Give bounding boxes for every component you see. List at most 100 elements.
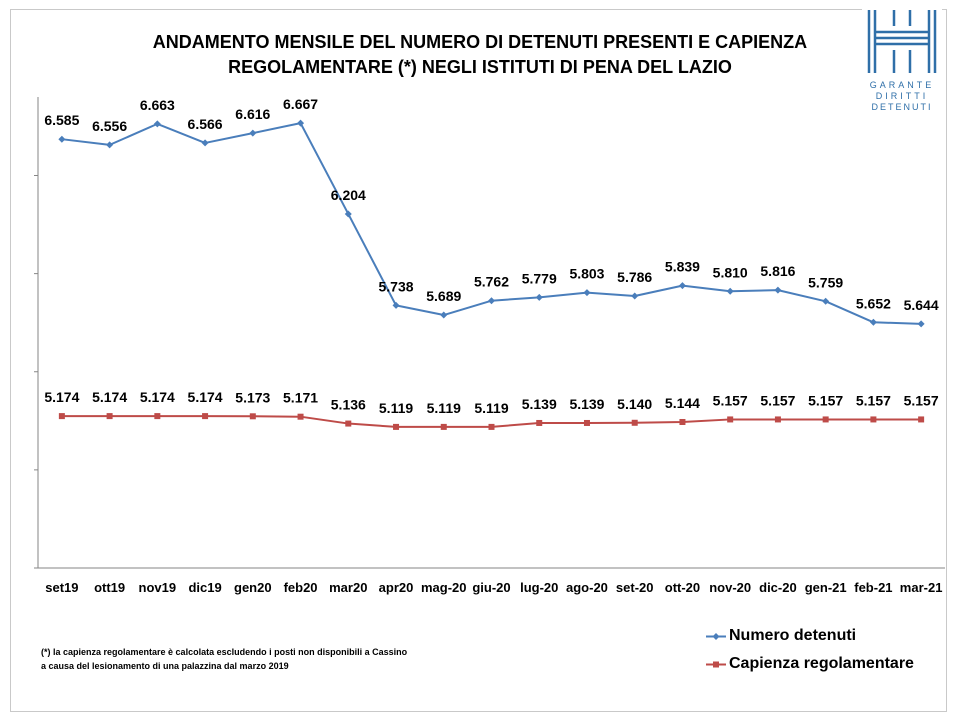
legend-item-detenuti: Numero detenuti xyxy=(706,622,914,650)
data-point-2 xyxy=(536,419,543,426)
data-point-2 xyxy=(918,416,925,423)
data-point-2 xyxy=(870,416,877,423)
data-point-1 xyxy=(344,210,352,218)
data-point-2 xyxy=(488,423,495,430)
footnote: (*) la capienza regolamentare è calcolat… xyxy=(41,645,407,673)
x-tick-label: set19 xyxy=(45,580,78,595)
data-point-2 xyxy=(679,418,686,425)
logo-text-1: GARANTE xyxy=(870,80,935,90)
data-label-1: 5.816 xyxy=(760,263,795,279)
footnote-line-2: a causa del lesionamento di una palazzin… xyxy=(41,661,289,671)
x-tick-label: mag-20 xyxy=(421,580,467,595)
logo-text-3: DETENUTI xyxy=(872,102,933,112)
logo-text-2: DIRITTI xyxy=(876,91,929,101)
data-point-1 xyxy=(535,293,543,301)
data-point-2 xyxy=(440,423,447,430)
data-label-2: 5.119 xyxy=(427,400,461,416)
x-tick-label: ago-20 xyxy=(566,580,608,595)
x-tick-label: giu-20 xyxy=(472,580,510,595)
data-point-1 xyxy=(201,139,209,147)
data-point-2 xyxy=(631,419,638,426)
data-label-2: 5.140 xyxy=(617,396,652,412)
data-label-1: 5.779 xyxy=(522,270,557,286)
data-label-1: 5.759 xyxy=(808,274,843,290)
x-tick-label: set-20 xyxy=(616,580,654,595)
data-point-2 xyxy=(393,423,400,430)
data-label-1: 6.204 xyxy=(331,187,366,203)
data-label-1: 5.689 xyxy=(426,288,461,304)
legend-swatch-detenuti xyxy=(706,632,726,640)
x-tick-label: mar-21 xyxy=(900,580,943,595)
data-label-1: 6.663 xyxy=(140,97,175,113)
footnote-line-1: (*) la capienza regolamentare è calcolat… xyxy=(41,647,408,657)
data-label-1: 5.762 xyxy=(474,274,509,290)
data-label-1: 5.810 xyxy=(713,264,748,280)
legend-label-capienza: Capienza regolamentare xyxy=(729,655,914,672)
x-tick-label: nov19 xyxy=(139,580,177,595)
data-label-2: 5.171 xyxy=(283,390,318,406)
data-point-2 xyxy=(774,416,781,423)
data-point-2 xyxy=(58,413,65,420)
legend-item-capienza: Capienza regolamentare xyxy=(706,650,914,678)
data-label-2: 5.119 xyxy=(379,400,413,416)
chart-title-line-2: REGOLAMENTARE (*) NEGLI ISTITUTI DI PENA… xyxy=(228,57,732,77)
x-tick-label: gen-21 xyxy=(805,580,847,595)
chart-legend: Numero detenuti Capienza regolamentare xyxy=(706,622,914,678)
data-point-1 xyxy=(488,297,495,305)
data-point-1 xyxy=(631,292,639,300)
data-label-1: 5.803 xyxy=(569,266,604,282)
data-point-1 xyxy=(726,287,734,295)
data-label-2: 5.173 xyxy=(235,389,270,405)
data-label-2: 5.174 xyxy=(188,389,223,405)
data-label-2: 5.157 xyxy=(808,392,843,408)
garante-logo-mark: GARANTE DIRITTI DETENUTI xyxy=(862,2,942,115)
data-point-1 xyxy=(869,318,877,326)
data-point-1 xyxy=(440,311,448,319)
data-label-1: 6.667 xyxy=(283,96,318,112)
data-point-2 xyxy=(583,419,590,426)
data-point-1 xyxy=(583,289,591,297)
data-label-2: 5.157 xyxy=(760,392,795,408)
data-point-1 xyxy=(58,135,66,143)
x-tick-label: feb20 xyxy=(284,580,318,595)
data-point-2 xyxy=(822,416,829,423)
data-label-2: 5.139 xyxy=(522,396,557,412)
data-label-2: 5.144 xyxy=(665,395,700,411)
data-point-1 xyxy=(678,282,686,290)
data-point-2 xyxy=(106,413,113,420)
data-label-1: 5.738 xyxy=(379,278,414,294)
x-tick-label: dic19 xyxy=(188,580,221,595)
x-tick-label: ott19 xyxy=(94,580,125,595)
data-label-1: 6.566 xyxy=(188,116,223,132)
data-point-2 xyxy=(249,413,256,420)
x-tick-label: ott-20 xyxy=(665,580,700,595)
data-label-2: 5.174 xyxy=(44,389,79,405)
data-label-2: 5.136 xyxy=(331,397,366,413)
data-point-2 xyxy=(154,413,161,420)
legend-swatch-capienza xyxy=(706,661,726,667)
x-tick-label: dic-20 xyxy=(759,580,797,595)
x-tick-label: lug-20 xyxy=(520,580,558,595)
chart-title: ANDAMENTO MENSILE DEL NUMERO DI DETENUTI… xyxy=(110,30,850,80)
data-label-2: 5.174 xyxy=(92,389,127,405)
data-label-2: 5.157 xyxy=(856,392,891,408)
data-label-1: 5.839 xyxy=(665,259,700,275)
data-point-1 xyxy=(822,297,830,305)
data-label-2: 5.157 xyxy=(904,392,939,408)
data-point-1 xyxy=(917,320,925,328)
chart-frame xyxy=(10,9,947,712)
data-point-1 xyxy=(153,120,161,128)
data-point-2 xyxy=(297,413,304,420)
data-label-2: 5.119 xyxy=(474,400,508,416)
data-label-2: 5.139 xyxy=(569,396,604,412)
x-tick-label: mar20 xyxy=(329,580,367,595)
x-tick-label: feb-21 xyxy=(854,580,892,595)
data-point-1 xyxy=(774,286,782,294)
data-label-1: 6.556 xyxy=(92,118,127,134)
garante-logo: GARANTE DIRITTI DETENUTI xyxy=(862,2,942,115)
data-label-1: 5.644 xyxy=(904,297,939,313)
data-label-1: 5.786 xyxy=(617,269,652,285)
data-point-2 xyxy=(202,413,209,420)
data-point-1 xyxy=(106,141,114,149)
